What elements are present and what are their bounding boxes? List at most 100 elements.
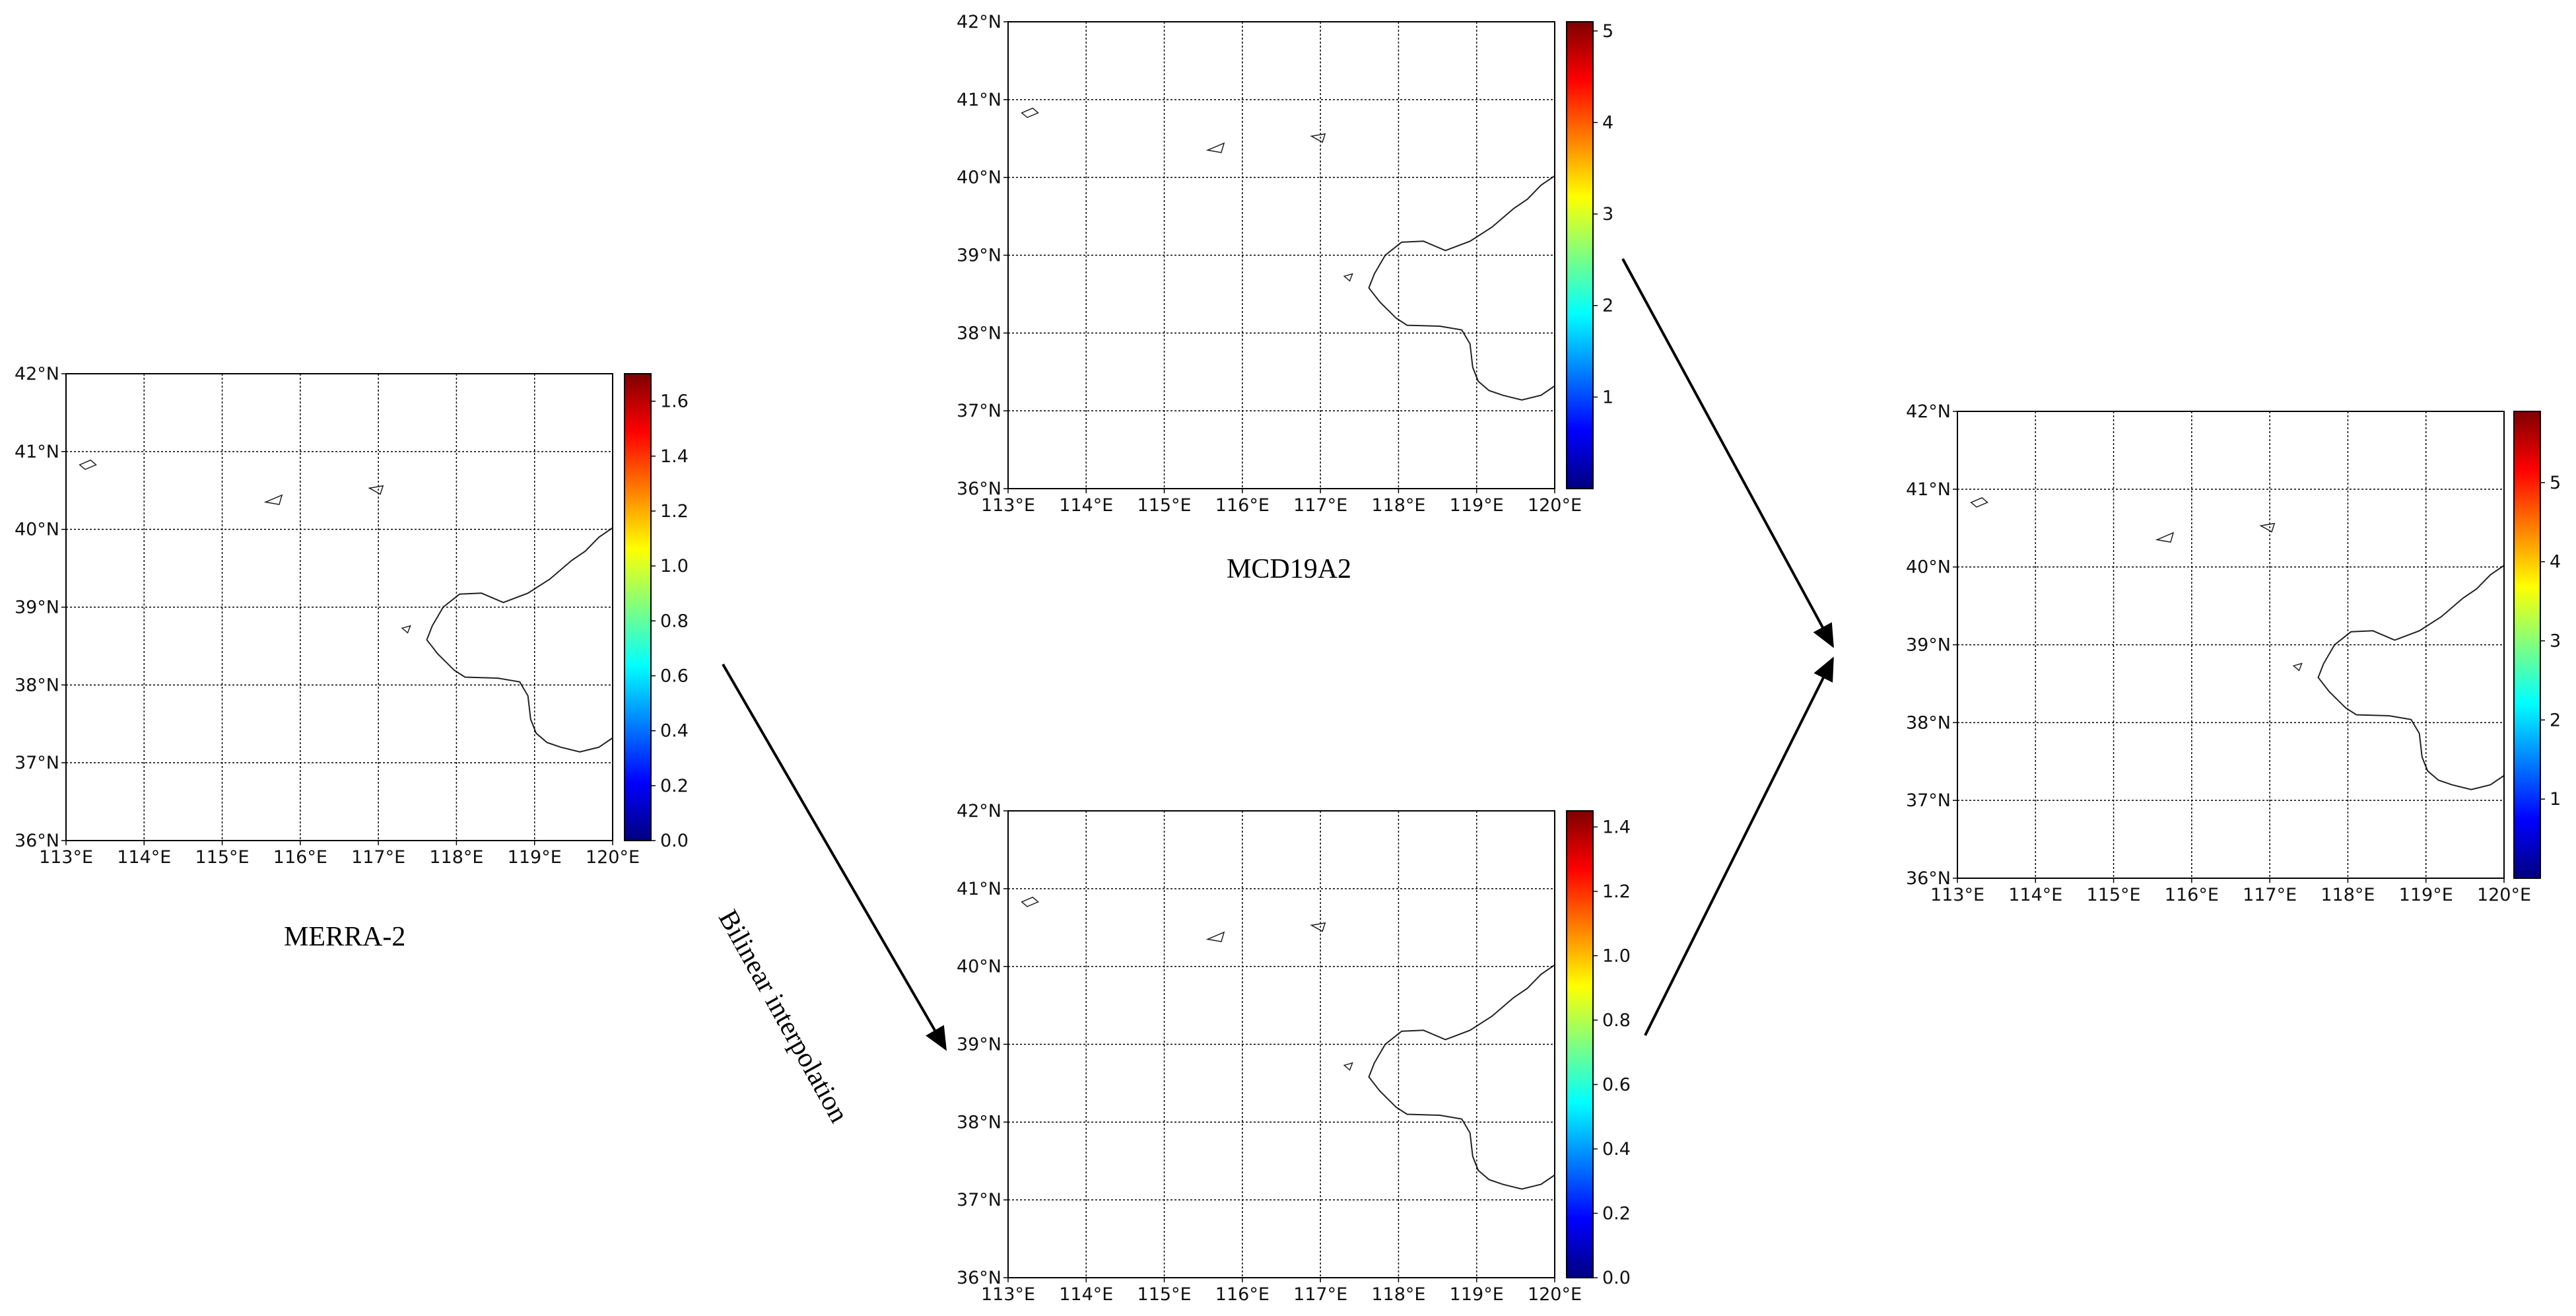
- island: [1205, 142, 1225, 153]
- lon-tick-label: 115°E: [195, 847, 250, 868]
- colorbar-tick-label: 0.2: [660, 776, 689, 796]
- colorbar-tick-label: 0.6: [660, 666, 689, 686]
- lat-tick-label: 40°N: [957, 957, 1001, 977]
- colorbar-tick-label: 4: [2550, 552, 2561, 572]
- lon-tick-label: 119°E: [1450, 495, 1504, 516]
- panel-fused: 113°E 114°E 115°E 116°E 117°E 118°E 119°E 120°E…: [1906, 401, 2561, 905]
- lon-tick-label: 113°E: [39, 847, 93, 868]
- lat-tick-label: 39°N: [15, 598, 59, 618]
- lat-tick-label: 40°N: [15, 520, 59, 540]
- lon-tick-label: 117°E: [1293, 495, 1347, 516]
- colorbar-tick-label: 5: [1602, 21, 1613, 42]
- plot-frame: [65, 373, 613, 841]
- lon-tick-label: 118°E: [2321, 885, 2375, 905]
- colorbar-tick-label: 5: [2550, 473, 2561, 493]
- colorbar: [624, 373, 652, 841]
- lat-tick-label: 41°N: [15, 442, 59, 462]
- arrow-interp-to-fused: [1644, 656, 1834, 1036]
- colorbar-tick-label: 4: [1602, 112, 1613, 133]
- plot-frame: [1007, 21, 1555, 489]
- lat-tick-label: 42°N: [15, 364, 59, 384]
- lon-tick-label: 120°E: [586, 847, 640, 868]
- lon-tick-label: 113°E: [981, 495, 1035, 516]
- lat-tick-label: 42°N: [957, 12, 1001, 32]
- colorbar: [2513, 411, 2541, 879]
- coastline: [426, 527, 613, 753]
- colorbar-tick-label: 1.2: [660, 501, 689, 522]
- colorbar-tick-label: 1.0: [660, 556, 689, 576]
- colorbar-tick-label: 0.0: [660, 831, 689, 851]
- lat-tick-label: 38°N: [1906, 712, 1951, 733]
- lat-tick-label: 36°N: [15, 831, 59, 851]
- lat-tick-label: 37°N: [957, 401, 1001, 421]
- island: [79, 459, 97, 470]
- lon-tick-label: 120°E: [2477, 885, 2531, 905]
- lon-tick-label: 114°E: [117, 847, 171, 868]
- colorbar-tick-label: 2: [2550, 710, 2561, 730]
- lat-tick-label: 41°N: [957, 879, 1001, 899]
- lon-tick-label: 116°E: [1215, 1284, 1270, 1305]
- lat-tick-label: 40°N: [1906, 557, 1951, 578]
- colorbar-tick-label: 1.0: [1602, 946, 1631, 966]
- lon-tick-label: 120°E: [1528, 495, 1582, 516]
- lat-tick-label: 39°N: [1906, 635, 1951, 656]
- colorbar-tick-label: 3: [2550, 631, 2561, 652]
- island: [1310, 133, 1326, 143]
- colorbar-tick-label: 1.2: [1602, 882, 1631, 902]
- colorbar-tick-label: 0.6: [1602, 1074, 1631, 1095]
- colorbar-tick-label: 0.0: [1602, 1268, 1631, 1288]
- lon-tick-label: 116°E: [2165, 885, 2219, 905]
- panel-interpolated: 113°E 114°E 115°E 116°E 117°E 118°E 119°E 120°E…: [957, 801, 1631, 1305]
- colorbar: [1566, 21, 1594, 489]
- colorbar-tick-label: 1: [1602, 387, 1613, 407]
- island: [1021, 896, 1039, 907]
- caption-mcd19a2: MCD19A2: [1227, 554, 1352, 584]
- lat-tick-label: 37°N: [957, 1190, 1001, 1210]
- colorbar-tick-label: 0.4: [660, 721, 689, 742]
- lat-tick-label: 42°N: [957, 801, 1001, 821]
- island: [263, 494, 283, 505]
- lon-tick-label: 117°E: [2243, 885, 2297, 905]
- lat-tick-label: 39°N: [957, 1035, 1001, 1055]
- colorbar-tick-label: 0.4: [1602, 1139, 1631, 1160]
- arrow-mcd-to-fused: [1621, 258, 1834, 648]
- colorbar: [1566, 810, 1594, 1278]
- lon-tick-label: 117°E: [1293, 1284, 1347, 1305]
- lon-tick-label: 120°E: [1528, 1284, 1582, 1305]
- lon-tick-label: 117°E: [351, 847, 405, 868]
- colorbar-tick-label: 1.6: [660, 392, 689, 412]
- lat-tick-label: 39°N: [957, 246, 1001, 266]
- colorbar-tick-label: 0.8: [1602, 1010, 1631, 1031]
- lon-tick-label: 118°E: [1371, 495, 1425, 516]
- coastline: [1368, 964, 1555, 1190]
- lat-tick-label: 41°N: [1906, 479, 1951, 500]
- lat-tick-label: 36°N: [957, 479, 1001, 499]
- lat-tick-label: 38°N: [957, 323, 1001, 343]
- lon-tick-label: 115°E: [2087, 885, 2141, 905]
- panel-mcd19a2: 113°E 114°E 115°E 116°E 117°E 118°E 119°E 120°E…: [957, 12, 1613, 516]
- lat-tick-label: 41°N: [957, 90, 1001, 110]
- lat-tick-label: 36°N: [1906, 868, 1951, 889]
- lon-tick-label: 114°E: [1059, 495, 1113, 516]
- lon-tick-label: 116°E: [1215, 495, 1270, 516]
- lat-tick-label: 40°N: [957, 168, 1001, 188]
- lat-tick-label: 38°N: [15, 675, 59, 695]
- lon-tick-label: 119°E: [508, 847, 562, 868]
- island: [1310, 922, 1326, 932]
- lon-tick-label: 116°E: [273, 847, 327, 868]
- colorbar-tick-label: 3: [1602, 204, 1613, 225]
- lon-tick-label: 118°E: [1371, 1284, 1425, 1305]
- lat-tick-label: 42°N: [1906, 401, 1951, 422]
- colorbar-tick-label: 0.8: [660, 611, 689, 631]
- lon-tick-label: 114°E: [1059, 1284, 1113, 1305]
- island: [368, 485, 384, 495]
- colorbar-tick-label: 1: [2550, 789, 2561, 810]
- island: [1343, 1062, 1353, 1071]
- lon-tick-label: 114°E: [2008, 885, 2062, 905]
- island: [1205, 931, 1225, 942]
- lat-tick-label: 38°N: [957, 1112, 1001, 1132]
- lon-tick-label: 115°E: [1137, 495, 1192, 516]
- colorbar-tick-label: 2: [1602, 296, 1613, 316]
